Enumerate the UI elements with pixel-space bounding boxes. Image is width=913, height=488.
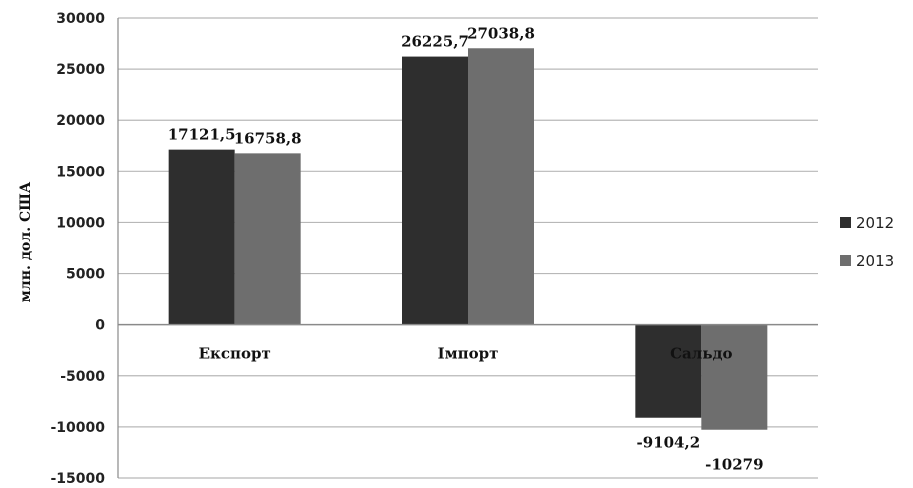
category-label: Імпорт (438, 345, 499, 363)
data-label: -9104,2 (637, 434, 701, 452)
y-axis-ticks: 30000 25000 20000 15000 10000 5000 0 -5000 -1000… (50, 11, 105, 487)
legend-swatch (840, 255, 851, 266)
category-label: Експорт (199, 345, 271, 363)
y-tick-label: 15000 (56, 164, 105, 180)
bar (468, 48, 534, 325)
y-axis-title: млн. дол. США (18, 181, 34, 302)
bar (168, 149, 235, 325)
bar (234, 153, 301, 325)
axes (117, 18, 818, 478)
data-label: 17121,5 (168, 126, 236, 144)
data-label: 16758,8 (234, 129, 302, 147)
y-tick-label: 25000 (56, 62, 105, 78)
data-label: 26225,7 (401, 33, 469, 51)
legend: 2012 2013 (840, 214, 894, 270)
y-tick-label: 20000 (56, 113, 105, 129)
y-tick-label: 5000 (66, 267, 105, 283)
y-tick-label: 0 (95, 318, 105, 334)
y-tick-label: -10000 (50, 420, 105, 436)
y-tick-label: -5000 (60, 369, 105, 385)
y-tick-label: 10000 (56, 215, 105, 231)
legend-label: 2013 (856, 252, 894, 270)
category-labels: Експорт Імпорт Сальдо (199, 345, 733, 363)
bar (635, 324, 702, 418)
category-label: Сальдо (670, 345, 732, 363)
y-tick-label: -15000 (50, 471, 105, 487)
data-label: -10279 (705, 456, 763, 474)
data-label: 27038,8 (467, 24, 535, 42)
y-tick-label: 30000 (56, 11, 105, 27)
legend-swatch (840, 217, 851, 228)
bar (402, 56, 468, 325)
bar (701, 324, 768, 430)
bars (168, 48, 768, 430)
legend-label: 2012 (856, 214, 894, 232)
